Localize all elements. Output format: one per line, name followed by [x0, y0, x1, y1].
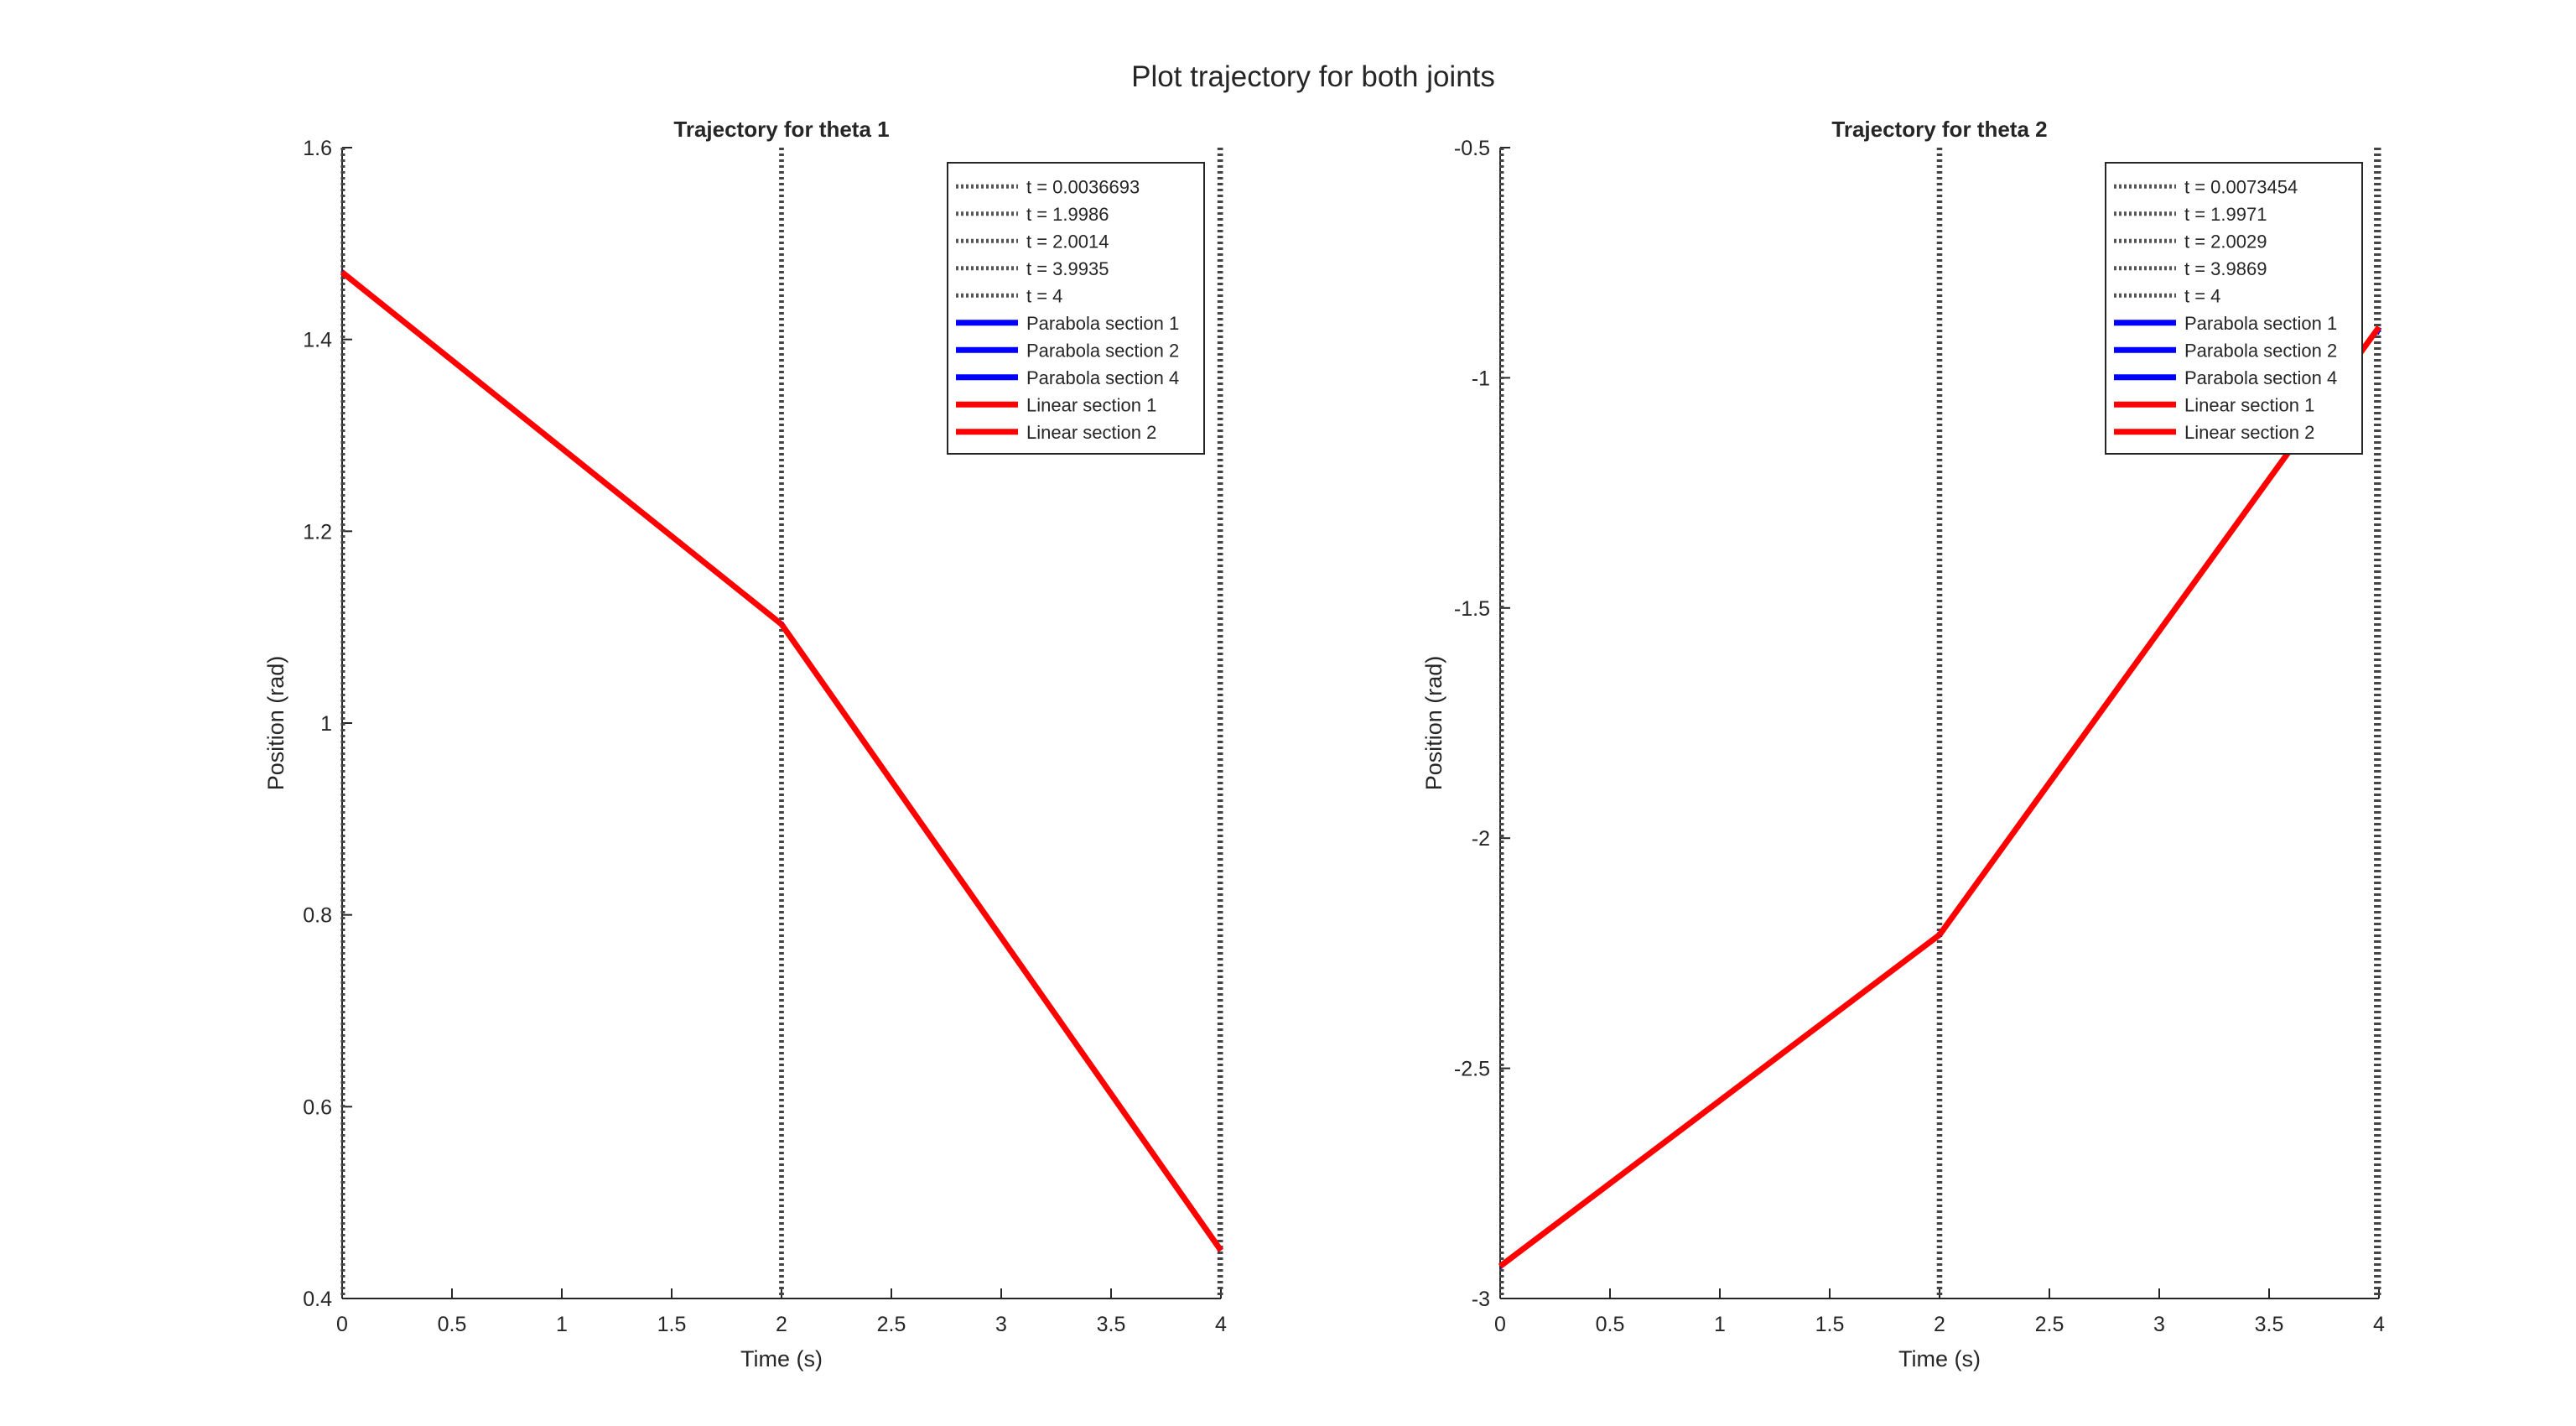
- chart-theta-1: Trajectory for theta 1 0 0.5 1 1.5 2 2.5 3 3.5 4 0…: [263, 117, 1227, 1371]
- x-tick-label: 1.5: [657, 1313, 687, 1336]
- legend-label: t = 0.0073454: [2184, 176, 2298, 197]
- legend-label: Linear section 2: [2184, 422, 2314, 443]
- legend-label: Parabola section 2: [1026, 340, 1179, 361]
- y-tick-label: 0.8: [303, 904, 332, 928]
- x-tick-label: 1.5: [1815, 1313, 1845, 1336]
- y-tick-label: -1: [1472, 367, 1490, 390]
- x-tick-label: 3.5: [2255, 1313, 2284, 1336]
- y-axis-label: Position (rad): [1421, 656, 1446, 791]
- x-tick-label: 3: [995, 1313, 1007, 1336]
- legend-label: t = 4: [1026, 285, 1062, 306]
- legend-label: Linear section 1: [1026, 394, 1156, 415]
- y-tick-label: 1.2: [303, 520, 332, 544]
- chart-title: Trajectory for theta 2: [1831, 117, 2047, 142]
- legend-label: Parabola section 2: [2184, 340, 2337, 361]
- x-tick-label: 3: [2153, 1313, 2165, 1336]
- x-tick-label: 2: [1934, 1313, 1945, 1336]
- chart-theta-2: Trajectory for theta 2 0 0.5 1 1.5 2 2.5 3 3.5 4 -…: [1421, 117, 2385, 1371]
- legend-label: t = 2.0014: [1026, 231, 1109, 252]
- x-tick-label: 0: [1494, 1313, 1506, 1336]
- y-tick-label: 1.4: [303, 329, 332, 352]
- legend-label: t = 4: [2184, 285, 2220, 306]
- x-tick-label: 2: [776, 1313, 787, 1336]
- x-tick-label: 0: [336, 1313, 348, 1336]
- x-tick-label: 0.5: [1596, 1313, 1625, 1336]
- y-tick-label: -2.5: [1454, 1058, 1490, 1081]
- legend-label: t = 3.9935: [1026, 258, 1109, 279]
- y-tick-label: 1.6: [303, 137, 332, 160]
- y-tick-label: 1: [320, 712, 332, 736]
- y-tick-label: -0.5: [1454, 137, 1490, 160]
- x-tick-label: 2.5: [2035, 1313, 2064, 1336]
- x-axis-label: Time (s): [1898, 1346, 1981, 1371]
- legend-label: Linear section 2: [1026, 422, 1156, 443]
- x-tick-label: 3.5: [1097, 1313, 1126, 1336]
- legend-label: t = 1.9986: [1026, 204, 1109, 225]
- series-line: [1498, 932, 1942, 1269]
- series-line: [340, 269, 784, 627]
- x-tick-label: 1: [556, 1313, 568, 1336]
- legend-label: t = 3.9869: [2184, 258, 2267, 279]
- y-tick-label: -2: [1472, 827, 1490, 851]
- y-tick-label: -1.5: [1454, 597, 1490, 621]
- chart-title: Trajectory for theta 1: [673, 117, 889, 142]
- y-tick-label: -3: [1472, 1288, 1490, 1311]
- x-tick-label: 1: [1714, 1313, 1726, 1336]
- legend-label: Linear section 1: [2184, 394, 2314, 415]
- legend-label: t = 2.0029: [2184, 231, 2267, 252]
- x-tick-label: 2.5: [877, 1313, 906, 1336]
- y-axis-label: Position (rad): [263, 656, 288, 791]
- series-line: [779, 622, 1223, 1252]
- x-tick-label: 4: [1215, 1313, 1227, 1336]
- legend-label: t = 1.9971: [2184, 204, 2267, 225]
- figure-suptitle: Plot trajectory for both joints: [1131, 60, 1495, 93]
- legend-label: Parabola section 4: [2184, 367, 2337, 388]
- x-axis-label: Time (s): [740, 1346, 823, 1371]
- legend-label: t = 0.0036693: [1026, 176, 1140, 197]
- x-tick-label: 0.5: [438, 1313, 467, 1336]
- legend-label: Parabola section 1: [1026, 313, 1179, 334]
- y-tick-label: 0.6: [303, 1096, 332, 1119]
- legend-label: Parabola section 1: [2184, 313, 2337, 334]
- x-tick-label: 4: [2373, 1313, 2385, 1336]
- y-tick-label: 0.4: [303, 1288, 332, 1311]
- legend-label: Parabola section 4: [1026, 367, 1179, 388]
